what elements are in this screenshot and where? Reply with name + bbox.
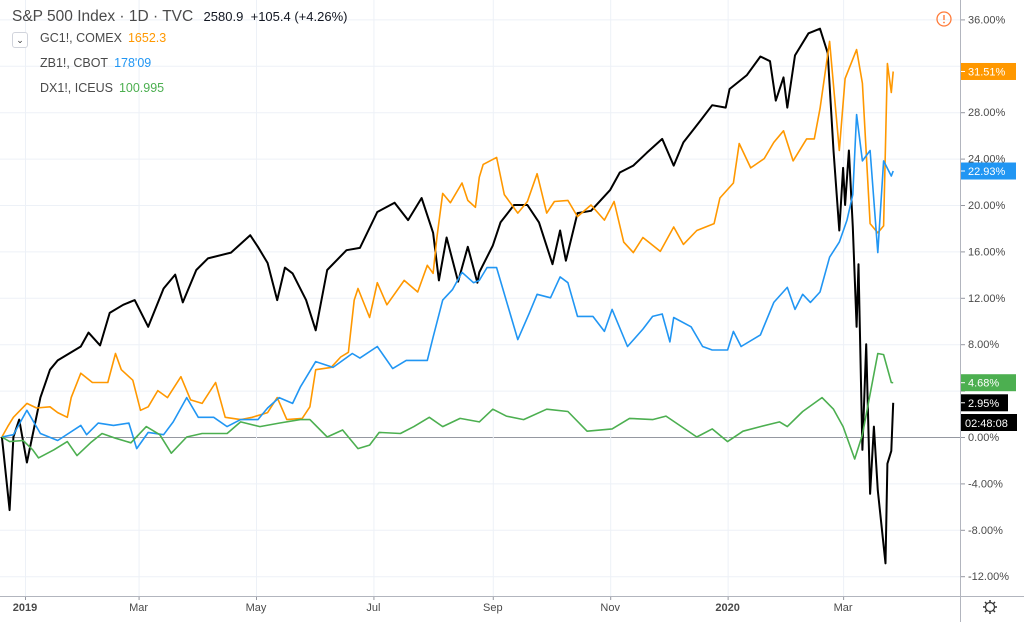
- legend-item-name: GC1!, COMEX: [40, 31, 122, 45]
- legend: S&P 500 Index · 1D · TVC 2580.9 +105.4 (…: [12, 8, 347, 101]
- legend-item-value: 100.995: [118, 81, 165, 95]
- x-tick-label: 2020: [715, 602, 739, 614]
- y-tick-label: 36.00%: [968, 14, 1006, 26]
- series-line-2: [1, 113, 894, 450]
- badge-background: [961, 162, 1016, 180]
- y-tick-label: 12.00%: [968, 293, 1006, 305]
- badge-background: [961, 394, 1008, 412]
- exclamation-circle-icon[interactable]: [936, 11, 952, 27]
- legend-item-bonds[interactable]: ZB1!, CBOT 178'09: [40, 51, 347, 76]
- last-value-badge-0: 2.95%: [961, 394, 1008, 412]
- legend-item-name: ZB1!, CBOT: [40, 56, 109, 70]
- countdown-text: 02:48:08: [965, 418, 1008, 430]
- x-tick-label: Mar: [129, 602, 148, 614]
- time-axis[interactable]: 2019 Mar May Jul Sep Nov 2020 Mar: [13, 602, 853, 614]
- legend-item-name: DX1!, ICEUS: [40, 81, 113, 95]
- last-price: 2580.9: [203, 9, 244, 24]
- series-lines: [0, 27, 895, 565]
- x-tick-label: Jul: [366, 602, 380, 614]
- x-tick-label: Sep: [483, 602, 503, 614]
- symbol-title: S&P 500 Index · 1D · TVC: [12, 8, 194, 25]
- chevron-down-icon: ⌄: [16, 35, 24, 45]
- countdown-badge: 02:48:08: [961, 414, 1017, 431]
- legend-item-value: 178'09: [114, 56, 152, 70]
- y-tick-label: 20.00%: [968, 200, 1006, 212]
- legend-collapse-button[interactable]: ⌄: [12, 32, 28, 48]
- badge-label: 22.93%: [968, 166, 1006, 178]
- y-tick-label: 28.00%: [968, 107, 1006, 119]
- gear-icon[interactable]: [983, 600, 997, 614]
- y-tick-label: -8.00%: [968, 525, 1003, 537]
- badge-label: 4.68%: [968, 378, 999, 390]
- series-line-1: [1, 40, 894, 438]
- last-value-badges: 2.95% 31.51% 22.93% 4.68%: [961, 62, 1016, 412]
- legend-item-dollar[interactable]: DX1!, ICEUS 100.995: [40, 76, 347, 101]
- legend-item-value: 1652.3: [127, 31, 167, 45]
- y-tick-label: -12.00%: [968, 571, 1009, 583]
- last-value-badge-2: 22.93%: [961, 162, 1016, 180]
- y-tick-label: 0.00%: [968, 432, 999, 444]
- y-tick-label: -4.00%: [968, 478, 1003, 490]
- x-tick-label: May: [246, 602, 267, 614]
- series-line-3: [1, 352, 894, 460]
- badge-label: 31.51%: [968, 66, 1006, 78]
- x-tick-label: 2019: [13, 602, 37, 614]
- y-tick-label: 16.00%: [968, 246, 1006, 258]
- last-value-badge-3: 4.68%: [961, 374, 1016, 392]
- last-value-badge-1: 31.51%: [961, 62, 1016, 80]
- badge-label: 2.95%: [968, 398, 999, 410]
- price-axis[interactable]: 36.00%28.00%24.00%20.00%16.00%12.00%8.00…: [968, 14, 1009, 583]
- x-tick-label: Mar: [834, 602, 853, 614]
- series-line-0: [0, 27, 895, 565]
- badge-background: [961, 374, 1016, 392]
- legend-item-gold[interactable]: GC1!, COMEX 1652.3: [40, 26, 347, 51]
- price-change: +105.4 (+4.26%): [250, 9, 348, 24]
- x-tick-label: Nov: [600, 602, 620, 614]
- main-series-title[interactable]: S&P 500 Index · 1D · TVC 2580.9 +105.4 (…: [12, 8, 347, 26]
- badge-background: [961, 62, 1016, 80]
- y-tick-label: 8.00%: [968, 339, 999, 351]
